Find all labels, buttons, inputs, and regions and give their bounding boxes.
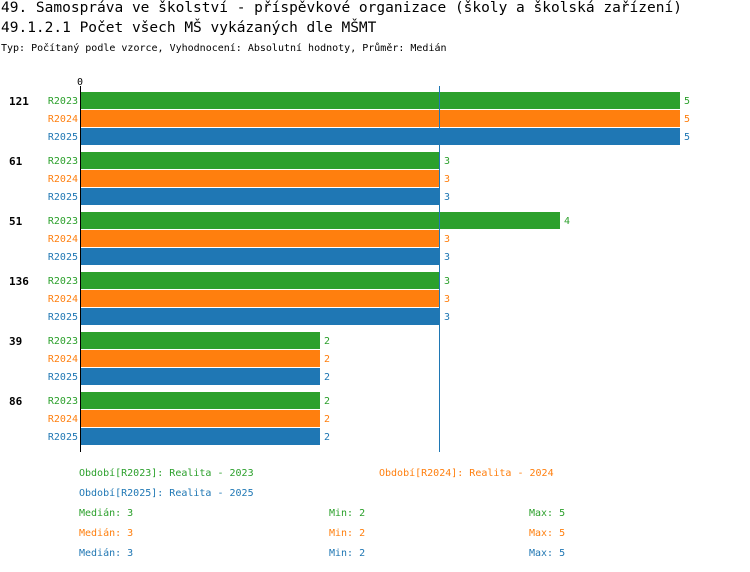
series-label: R2024 [48,354,78,365]
series-label: R2023 [48,156,78,167]
bar [81,392,320,409]
legend-r2023: Období[R2023]: Realita - 2023 [79,468,254,479]
bar [81,110,680,127]
stat-median-r2025: Medián: 3 [79,548,134,559]
series-label: R2024 [48,414,78,425]
category-label: 86 [9,395,23,408]
data-label: 3 [444,174,450,185]
series-label: R2024 [48,234,78,245]
data-label: 2 [324,336,330,347]
data-label: 2 [324,414,330,425]
series-label: R2023 [48,216,78,227]
chart-title: 49. Samospráva ve školství - příspěvkové… [1,0,682,16]
bar [81,290,440,307]
data-label: 3 [444,192,450,203]
bar [81,248,440,265]
series-label: R2024 [48,174,78,185]
bar [81,152,440,169]
stat-min-r2023: Min: 2 [329,508,366,519]
bar [81,128,680,145]
data-label: 3 [444,276,450,287]
data-label: 2 [324,372,330,383]
legend-r2024: Období[R2024]: Realita - 2024 [379,468,554,479]
data-label: 3 [444,234,450,245]
legend-r2025: Období[R2025]: Realita - 2025 [79,488,254,499]
data-label: 3 [444,156,450,167]
series-label: R2024 [48,294,78,305]
category-label: 39 [9,335,22,348]
bar [81,428,320,445]
series-label: R2023 [48,96,78,107]
bar [81,92,680,109]
series-label: R2025 [48,192,78,203]
series-label: R2023 [48,276,78,287]
series-label: R2025 [48,132,78,143]
data-label: 5 [684,132,690,143]
stat-max-r2023: Max: 5 [529,508,566,519]
category-label: 51 [9,215,23,228]
data-label: 5 [684,114,690,125]
data-label: 3 [444,312,450,323]
data-label: 3 [444,252,450,263]
data-label: 2 [324,396,330,407]
bar [81,308,440,325]
data-label: 2 [324,432,330,443]
bar [81,212,560,229]
axis-zero-label: 0 [77,77,83,88]
bar [81,410,320,427]
category-label: 121 [9,95,29,108]
chart-meta: Typ: Počítaný podle vzorce, Vyhodnocení:… [1,43,447,54]
stat-median-r2023: Medián: 3 [79,508,134,519]
series-label: R2025 [48,312,78,323]
stat-min-r2025: Min: 2 [329,548,366,559]
data-label: 2 [324,354,330,365]
stat-median-r2024: Medián: 3 [79,528,134,539]
stat-min-r2024: Min: 2 [329,528,366,539]
series-label: R2023 [48,336,78,347]
category-label: 136 [9,275,29,288]
chart-subtitle: 49.1.2.1 Počet všech MŠ vykázaných dle M… [1,20,377,36]
data-label: 3 [444,294,450,305]
series-label: R2025 [48,372,78,383]
bar [81,230,440,247]
stat-max-r2024: Max: 5 [529,528,566,539]
bar [81,332,320,349]
bar [81,272,440,289]
data-label: 4 [564,216,570,227]
bar [81,368,320,385]
bar [81,188,440,205]
series-label: R2024 [48,114,78,125]
bar [81,350,320,367]
series-label: R2025 [48,252,78,263]
series-label: R2023 [48,396,78,407]
bar [81,170,440,187]
data-label: 5 [684,96,690,107]
category-label: 61 [9,155,23,168]
series-label: R2025 [48,432,78,443]
stat-max-r2025: Max: 5 [529,548,566,559]
